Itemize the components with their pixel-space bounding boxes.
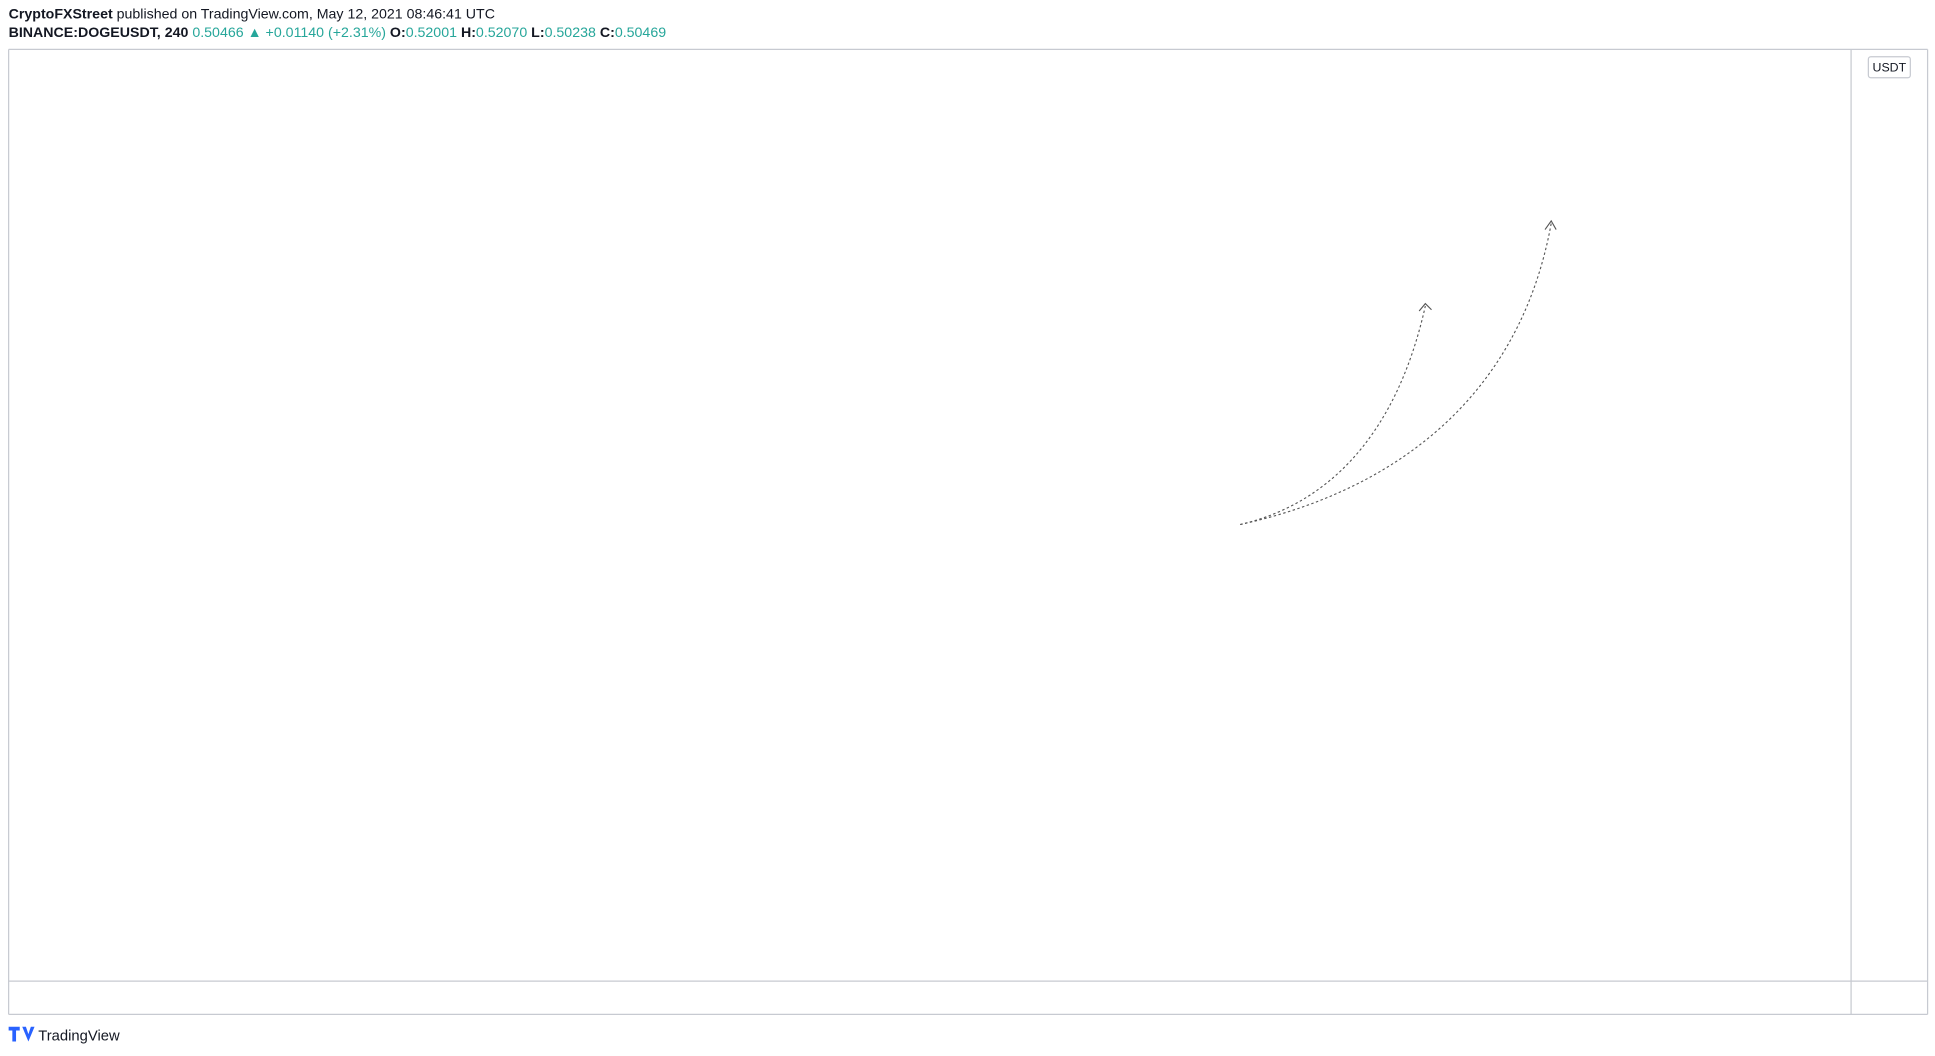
o-label: O: (390, 25, 406, 41)
projection-arrow (1240, 305, 1426, 526)
currency-box (1867, 56, 1911, 79)
header-line-2: BINANCE:DOGEUSDT, 240 0.50466 ▲ +0.01140… (9, 25, 667, 41)
l: 0.50238 (545, 25, 596, 41)
arrow-head (1544, 219, 1557, 230)
currency: USDT (1873, 61, 1907, 75)
l-label: L: (531, 25, 544, 41)
o: 0.52001 (406, 25, 457, 41)
last: 0.50466 (192, 25, 243, 41)
h: 0.52070 (476, 25, 527, 41)
logo-mark (8, 1026, 35, 1042)
c-label: C: (600, 25, 615, 41)
brand: TradingView (38, 1028, 120, 1044)
symbol: BINANCE:DOGEUSDT, 240 (9, 25, 189, 41)
change: ▲ +0.01140 (+2.31%) (248, 25, 386, 41)
author: CryptoFXStreet (9, 7, 113, 23)
h-label: H: (461, 25, 476, 41)
projection-arrow (1240, 223, 1552, 526)
published: published on TradingView.com, May 12, 20… (117, 7, 495, 23)
c: 0.50469 (615, 25, 666, 41)
brand-logo: TradingView (8, 1026, 120, 1044)
arrow-head (1418, 302, 1432, 312)
header-line-1: CryptoFXStreet published on TradingView.… (9, 7, 495, 23)
